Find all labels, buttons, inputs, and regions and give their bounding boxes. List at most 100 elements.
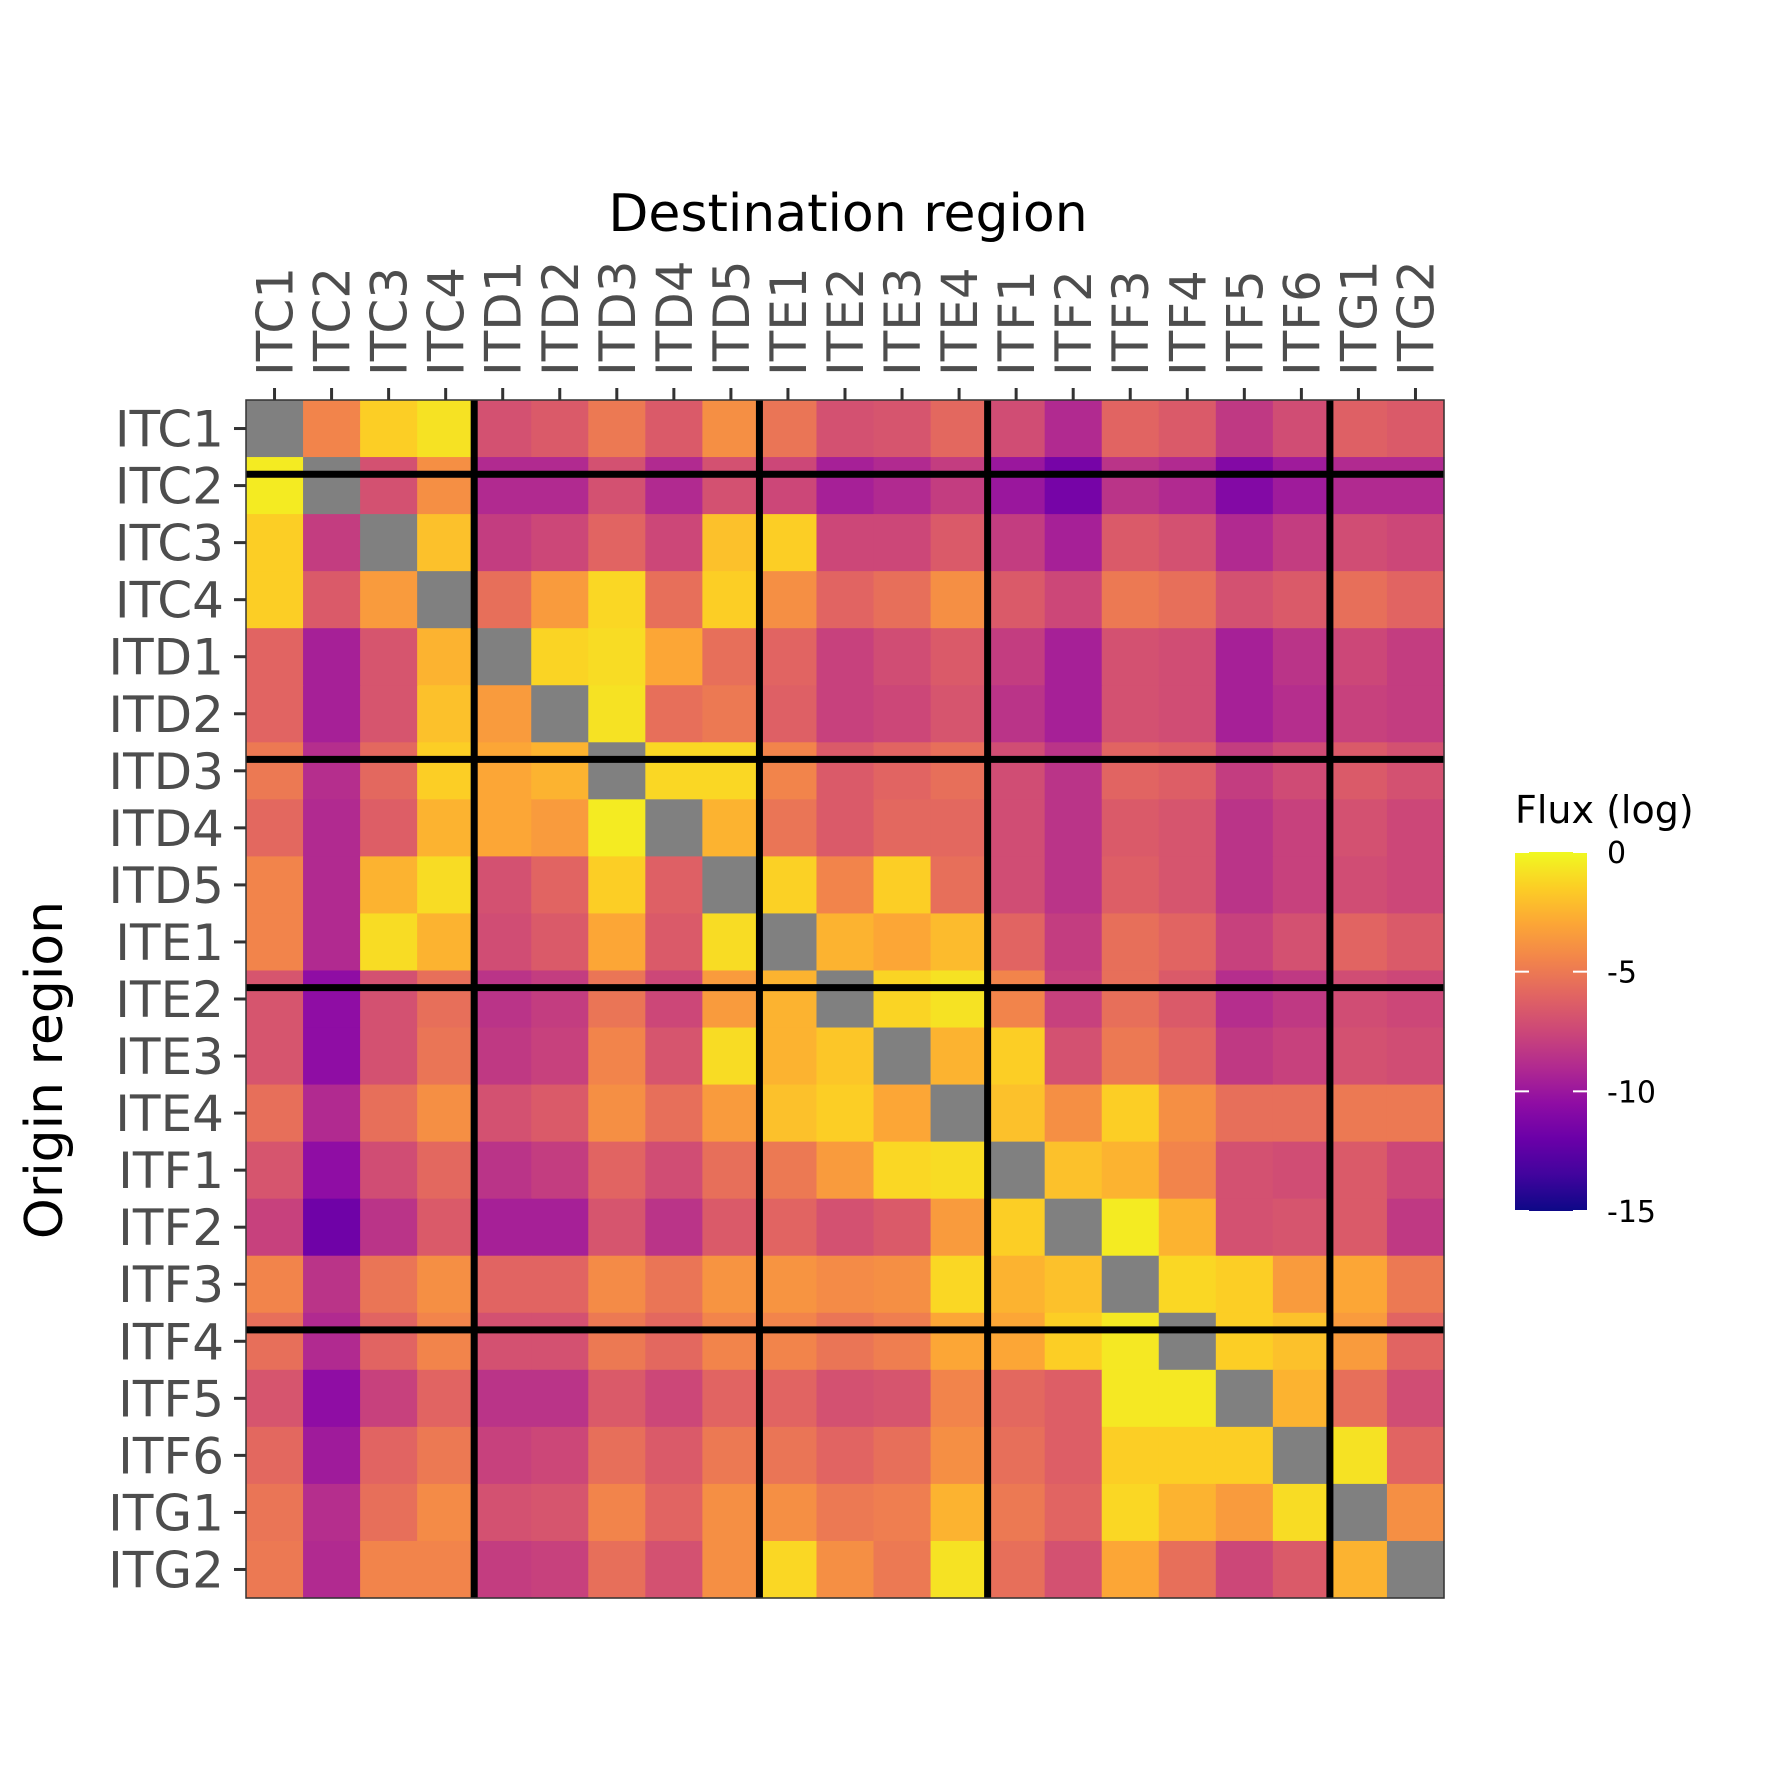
heatmap-cell (474, 1141, 532, 1200)
heatmap-cell (1158, 685, 1217, 743)
heatmap-cell (645, 856, 703, 915)
heatmap-cell (303, 1426, 361, 1485)
heatmap-cell (303, 1540, 361, 1599)
heatmap-cell (1272, 1141, 1331, 1200)
heatmap-cell (1329, 628, 1388, 686)
heatmap-cell (873, 1084, 932, 1143)
heatmap-cell (1215, 856, 1274, 915)
y-tick-label: ITC3 (115, 515, 224, 573)
heatmap-cell (588, 799, 646, 857)
heatmap-cell (1158, 913, 1217, 972)
heatmap-cell (246, 1141, 304, 1200)
x-tick-label: ITD2 (532, 260, 590, 376)
heatmap-cell (588, 913, 646, 972)
y-tick-label: ITD3 (108, 743, 224, 801)
y-tick-label: ITF6 (118, 1427, 224, 1485)
heatmap-cell (360, 856, 418, 915)
heatmap-cell (1272, 1483, 1331, 1542)
y-tick-label: ITD1 (108, 629, 224, 687)
heatmap-cell (816, 571, 875, 629)
heatmap-cell (645, 799, 703, 857)
heatmap-cell (531, 628, 589, 686)
heatmap-cell (1329, 913, 1388, 972)
heatmap-cell (1386, 1141, 1445, 1200)
heatmap-cell (702, 571, 761, 629)
heatmap-cell (303, 1483, 361, 1542)
heatmap-cell (759, 856, 818, 915)
heatmap-cell (1215, 685, 1274, 743)
heatmap-cell (1329, 799, 1388, 857)
y-axis-title: Origin region (15, 901, 75, 1239)
heatmap-cell (303, 1255, 361, 1314)
heatmap-cell (417, 571, 475, 629)
heatmap-cell (1329, 1255, 1388, 1314)
heatmap-cell (930, 571, 989, 629)
heatmap-cell (417, 514, 475, 572)
heatmap-cell (987, 457, 1046, 515)
heatmap-cell (417, 1255, 475, 1314)
heatmap-cell (360, 628, 418, 686)
heatmap-cell (1044, 1483, 1103, 1542)
heatmap-cell (1386, 1426, 1445, 1485)
heatmap-cell (1272, 457, 1331, 515)
heatmap-cell (1101, 457, 1160, 515)
heatmap-cell (1158, 1198, 1217, 1257)
heatmap-cell (645, 1540, 703, 1599)
x-tick-label: ITD1 (475, 260, 533, 376)
x-tick-label: ITF6 (1273, 270, 1331, 376)
heatmap-cell (246, 1198, 304, 1257)
x-axis-title: Destination region (608, 184, 1087, 244)
heatmap-cell (873, 1027, 932, 1086)
heatmap-cell (303, 514, 361, 572)
heatmap-cell (417, 1426, 475, 1485)
heatmap-cell (873, 799, 932, 857)
legend-tick-label: -10 (1607, 1075, 1656, 1110)
y-tick-label: ITE1 (115, 914, 224, 972)
heatmap-cell (531, 1426, 589, 1485)
heatmap-cell (1215, 1198, 1274, 1257)
heatmap-cell (702, 1540, 761, 1599)
x-tick-label: ITG1 (1330, 260, 1388, 376)
heatmap-cell (702, 685, 761, 743)
heatmap-cell (930, 742, 989, 800)
heatmap-cell (474, 1540, 532, 1599)
heatmap-cell (816, 1084, 875, 1143)
heatmap-cell (759, 1369, 818, 1428)
heatmap-cell (1272, 1255, 1331, 1314)
heatmap-cell (474, 685, 532, 743)
heatmap-cell (1158, 457, 1217, 515)
heatmap-cell (759, 571, 818, 629)
heatmap-cell (246, 799, 304, 857)
x-tick-label: ITD4 (646, 260, 704, 376)
heatmap-cell (702, 400, 761, 458)
heatmap-cell (987, 799, 1046, 857)
heatmap-cell (1329, 1483, 1388, 1542)
x-tick-label: ITE2 (817, 267, 875, 376)
heatmap-cell (1044, 571, 1103, 629)
heatmap-cell (645, 970, 703, 1029)
heatmap-cell (645, 628, 703, 686)
heatmap-cell (1101, 1540, 1160, 1599)
heatmap-cell (645, 1141, 703, 1200)
heatmap-cell (816, 400, 875, 458)
y-tick-label: ITE4 (115, 1085, 224, 1143)
heatmap-cell (303, 457, 361, 515)
heatmap-cell (816, 1198, 875, 1257)
heatmap-cell (930, 1027, 989, 1086)
heatmap-cell (246, 1483, 304, 1542)
heatmap-cell (1215, 1483, 1274, 1542)
heatmap-cell (474, 400, 532, 458)
heatmap-cell (1329, 571, 1388, 629)
heatmap-cell (987, 1426, 1046, 1485)
x-tick-label: ITF3 (1102, 270, 1160, 376)
heatmap-cell (1158, 514, 1217, 572)
heatmap-cell (987, 913, 1046, 972)
y-axis-ticks: ITC1ITC2ITC3ITC4ITD1ITD2ITD3ITD4ITD5ITE1… (108, 401, 246, 1599)
heatmap-cell (1158, 742, 1217, 800)
heatmap-cell (816, 970, 875, 1029)
x-tick-label: ITF2 (1045, 270, 1103, 376)
heatmap-cell (759, 514, 818, 572)
heatmap-cell (303, 1084, 361, 1143)
y-tick-label: ITC4 (115, 572, 224, 630)
heatmap-cell (645, 1426, 703, 1485)
